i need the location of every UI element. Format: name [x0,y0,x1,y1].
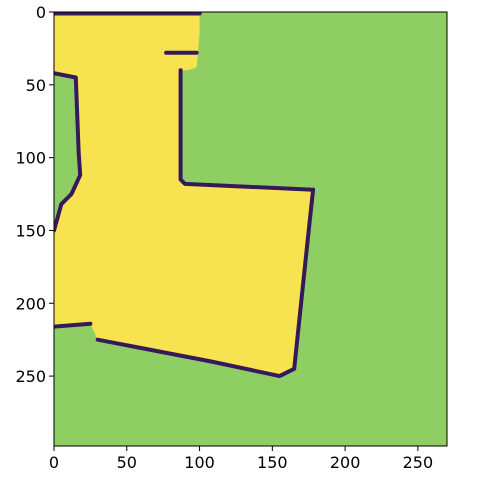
plot-frame [53,11,448,447]
y-tick-label: 50 [26,76,46,95]
y-tick-label: 100 [15,149,46,168]
x-tick-label: 250 [403,453,434,472]
x-tick-label: 200 [330,453,361,472]
wall-segment-3 [54,321,93,329]
y-tick-label: 250 [15,367,46,386]
y-tick-label: 0 [36,3,46,22]
x-tick-label: 100 [184,453,215,472]
x-tick-label: 0 [49,453,59,472]
y-tick-label: 200 [15,294,46,313]
wall-segment-4 [54,71,83,233]
x-axis: 0 50 100 150 200 250 [49,446,433,472]
free-region [54,12,314,377]
x-tick-label: 150 [257,453,288,472]
wall-segment-2 [95,187,316,379]
heatmap-image [54,12,447,446]
y-tick-label: 150 [15,221,46,240]
wall-segment-1 [178,68,316,192]
y-axis: 0 50 100 150 200 250 [15,3,54,386]
x-tick-label: 50 [117,453,137,472]
